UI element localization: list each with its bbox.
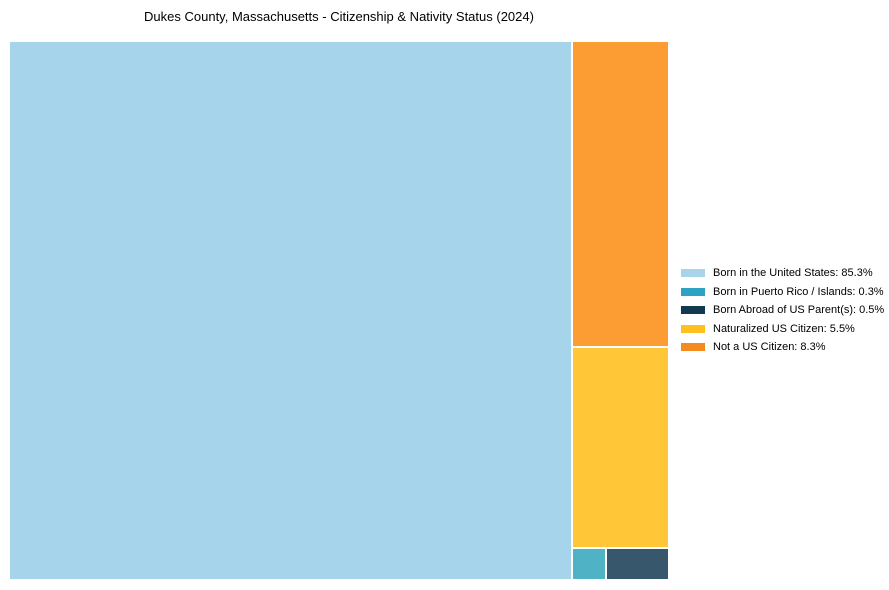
legend-label: Born in Puerto Rico / Islands: 0.3% xyxy=(713,285,884,298)
treemap-tile-born-abroad-of-us-parents xyxy=(607,549,668,579)
treemap-tile-not-a-us-citizen xyxy=(573,42,668,346)
legend-swatch-icon xyxy=(681,287,705,296)
legend-label: Not a US Citizen: 8.3% xyxy=(713,341,826,354)
legend-item-naturalized-us-citizen: Naturalized US Citizen: 5.5% xyxy=(681,320,884,339)
treemap-tile-born-in-puerto-rico-islands xyxy=(573,549,605,579)
legend-swatch-icon xyxy=(681,324,705,333)
legend-label: Naturalized US Citizen: 5.5% xyxy=(713,322,855,335)
legend: Born in the United States: 85.3% Born in… xyxy=(681,264,884,357)
legend-item-born-abroad-of-us-parents: Born Abroad of US Parent(s): 0.5% xyxy=(681,301,884,320)
legend-item-born-in-united-states: Born in the United States: 85.3% xyxy=(681,264,884,283)
legend-item-not-a-us-citizen: Not a US Citizen: 8.3% xyxy=(681,338,884,357)
legend-item-born-in-puerto-rico-islands: Born in Puerto Rico / Islands: 0.3% xyxy=(681,283,884,302)
legend-swatch-icon xyxy=(681,343,705,352)
legend-swatch-icon xyxy=(681,306,705,315)
treemap-tile-naturalized-us-citizen xyxy=(573,348,668,547)
legend-label: Born Abroad of US Parent(s): 0.5% xyxy=(713,304,885,317)
legend-label: Born in the United States: 85.3% xyxy=(713,267,873,280)
treemap-tile-born-in-united-states xyxy=(10,42,571,579)
legend-swatch-icon xyxy=(681,269,705,278)
chart-title: Dukes County, Massachusetts - Citizenshi… xyxy=(144,9,534,24)
treemap-plot xyxy=(10,42,668,579)
